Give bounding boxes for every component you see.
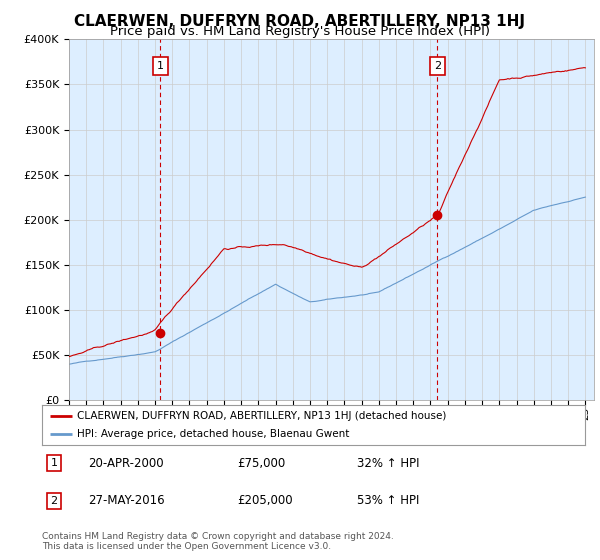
Text: Price paid vs. HM Land Registry's House Price Index (HPI): Price paid vs. HM Land Registry's House … (110, 25, 490, 38)
Text: 2: 2 (434, 61, 441, 71)
Text: CLAERWEN, DUFFRYN ROAD, ABERTILLERY, NP13 1HJ (detached house): CLAERWEN, DUFFRYN ROAD, ABERTILLERY, NP1… (77, 411, 446, 421)
Text: CLAERWEN, DUFFRYN ROAD, ABERTILLERY, NP13 1HJ: CLAERWEN, DUFFRYN ROAD, ABERTILLERY, NP1… (74, 14, 526, 29)
Text: 2: 2 (50, 496, 58, 506)
Text: 53% ↑ HPI: 53% ↑ HPI (357, 494, 419, 507)
Text: £75,000: £75,000 (238, 456, 286, 470)
Text: £205,000: £205,000 (238, 494, 293, 507)
Text: 1: 1 (50, 458, 58, 468)
Text: 32% ↑ HPI: 32% ↑ HPI (357, 456, 419, 470)
Text: 20-APR-2000: 20-APR-2000 (88, 456, 164, 470)
Text: 27-MAY-2016: 27-MAY-2016 (88, 494, 165, 507)
Text: 1: 1 (157, 61, 164, 71)
Text: HPI: Average price, detached house, Blaenau Gwent: HPI: Average price, detached house, Blae… (77, 429, 350, 439)
Text: Contains HM Land Registry data © Crown copyright and database right 2024.
This d: Contains HM Land Registry data © Crown c… (42, 532, 394, 552)
